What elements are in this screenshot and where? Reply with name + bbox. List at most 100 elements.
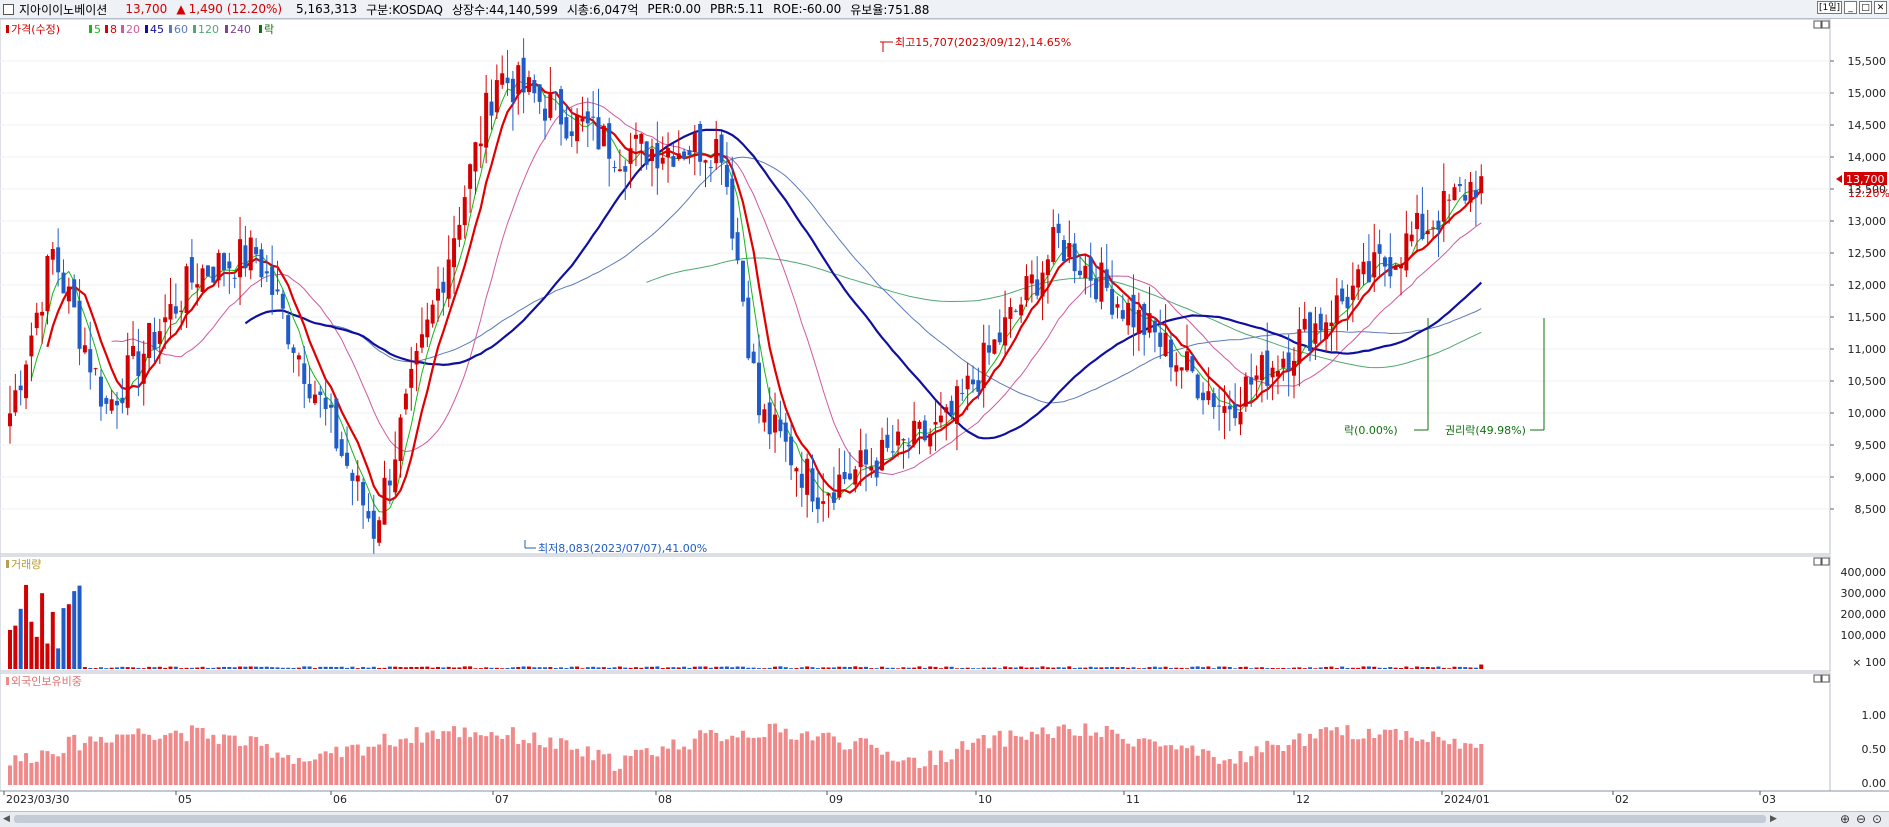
foreign-bar [1404,730,1409,785]
candle-body [500,73,505,85]
zoom-reset-icon[interactable]: ⊙ [1872,812,1883,826]
volume-bar [18,608,23,669]
listed-shares: 상장수:44,140,599 [452,2,558,17]
foreign-bar [516,743,521,785]
pane-controls[interactable] [1813,20,1830,683]
volume-bar [393,666,398,669]
foreign-bar [446,731,451,785]
foreign-bar [794,739,799,785]
candle-body [173,306,178,314]
foreign-bar [933,764,938,785]
candle-body [254,247,259,255]
zoom-in-icon[interactable]: ⊕ [1840,812,1851,826]
foreign-bar [559,738,564,785]
volume-bar [532,667,537,669]
volume-bar [639,667,644,669]
price-change-pct: (12.20%) [226,2,283,16]
x-tick-label: 02 [1615,793,1629,806]
checkbox[interactable] [3,3,14,15]
price-tick-label: 10,500 [1848,375,1887,388]
volume-bar [452,667,457,669]
current-price-tag: 13,700 12.20% [1836,172,1889,200]
volume-bar [607,667,612,669]
candle-body [163,317,168,323]
foreign-bar [912,757,917,785]
volume-bar [200,666,205,669]
foreign-bar [858,737,863,785]
candle-body [1163,332,1168,357]
candle-body [901,439,906,441]
zoom-out-icon[interactable]: ⊖ [1856,812,1867,826]
volume-bar [1399,667,1403,669]
candle-body [1120,310,1125,319]
close-icon[interactable]: ✕ [1874,1,1887,14]
candle-body [1174,365,1179,372]
foreign-bar [922,766,927,785]
candle-body [168,304,173,320]
candle-body [350,472,355,481]
volume-bar [1292,667,1296,669]
candle-body [650,148,654,162]
candle-body [238,239,243,278]
volume-bar [1029,667,1034,669]
foreign-bar [141,733,146,785]
market-cap: 시총:6,047억 [566,2,639,17]
foreign-bar [1324,727,1329,785]
foreign-bar [842,749,847,785]
volume-bar [216,667,221,669]
foreign-bar [1158,746,1163,785]
candle-body [944,407,949,413]
scroll-left-icon[interactable]: ◀ [3,814,10,824]
ma8-line [46,82,1483,502]
candle-body [93,368,98,370]
volume-bar [1409,668,1414,669]
volume-bar [232,667,237,669]
foreign-bar [1420,739,1425,785]
volume-bar [601,667,606,669]
foreign-bar [179,733,184,785]
scroll-thumb[interactable] [14,815,1766,823]
price-change: 1,490 [188,2,223,16]
candle-body [312,394,317,404]
volume-bar [617,666,622,669]
foreign-bar [34,761,39,785]
candle-body [912,420,917,445]
candle-body [591,116,596,118]
volume-bar [510,667,515,669]
period-button[interactable]: [1일] [1816,1,1842,14]
foreign-bar [1233,763,1238,785]
foreign-bar [1040,727,1045,785]
foreign-bar [1094,732,1099,785]
volume-bar [864,666,868,669]
volume-bar [896,668,901,669]
candle-body [489,101,494,116]
foreign-bar [173,730,178,785]
volume-bar [88,668,93,669]
foreign-bar [468,737,473,785]
x-tick-label: 03 [1762,793,1776,806]
candle-body [1281,358,1286,368]
candle-body [1056,223,1061,234]
foreign-bar [596,749,601,785]
minimize-icon[interactable]: _ [1844,1,1857,14]
candle-body [890,451,895,453]
foreign-bar [430,730,435,785]
candle-body [553,92,558,94]
maximize-icon[interactable]: □ [1859,1,1872,14]
candle-body [77,300,82,349]
foreign-bar [24,753,29,785]
candle-body [398,417,403,462]
foreign-bar [1238,751,1243,785]
volume-bar [403,667,408,669]
candle-body [1275,370,1280,377]
foreign-bar [1190,745,1195,785]
price-tag-pct: 12.20% [1848,187,1889,200]
candle-body [730,178,735,239]
foreign-bar [1249,756,1254,785]
scroll-right-icon[interactable]: ▶ [1770,814,1777,824]
foreign-bar [928,750,933,785]
foreign-bar [168,733,173,785]
foreign-bar [291,763,296,785]
horizontal-scrollbar[interactable]: ◀ ▶ ⊕ ⊖ ⊙ [0,811,1889,827]
foreign-bar [163,734,168,785]
